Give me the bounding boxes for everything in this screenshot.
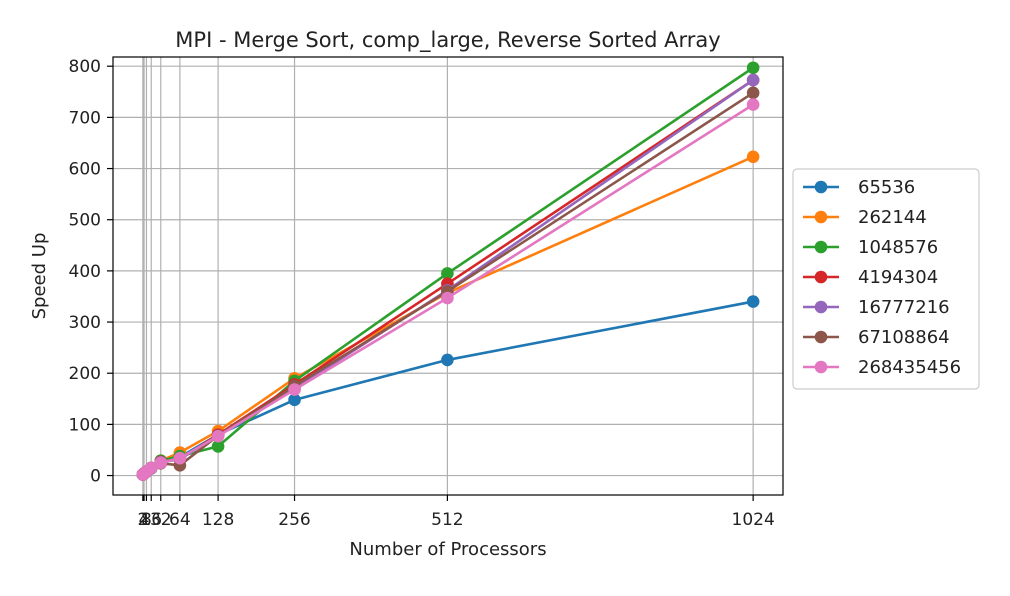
legend-label: 16777216 bbox=[858, 297, 950, 318]
x-tick-label: 4 bbox=[139, 510, 150, 530]
y-tick-label: 600 bbox=[69, 160, 101, 180]
y-tick-label: 700 bbox=[69, 108, 101, 128]
data-point bbox=[746, 73, 760, 87]
y-tick-label: 300 bbox=[69, 313, 101, 333]
data-point bbox=[441, 353, 454, 367]
legend-item: 268435456 bbox=[803, 357, 961, 378]
data-point bbox=[144, 461, 158, 475]
data-point bbox=[746, 61, 760, 75]
x-tick-label: 8 bbox=[141, 510, 152, 530]
legend-label: 65536 bbox=[858, 177, 915, 198]
x-tick-label: 128 bbox=[202, 510, 234, 530]
y-tick-label: 800 bbox=[69, 57, 101, 77]
legend-marker bbox=[814, 270, 828, 284]
y-axis-title: Speed Up bbox=[29, 233, 50, 320]
series-layer bbox=[136, 61, 760, 481]
legend-marker bbox=[814, 330, 828, 344]
y-tick-label: 100 bbox=[69, 415, 101, 435]
legend-marker bbox=[814, 300, 828, 314]
legend-item: 1048576 bbox=[803, 237, 938, 258]
legend-label: 262144 bbox=[858, 207, 927, 228]
y-tick-label: 500 bbox=[69, 211, 101, 231]
data-point bbox=[211, 429, 225, 443]
legend-box bbox=[792, 168, 980, 390]
data-point bbox=[441, 267, 454, 280]
legend-label: 1048576 bbox=[858, 237, 938, 258]
legend-marker bbox=[814, 240, 828, 254]
y-tick-label: 400 bbox=[69, 262, 101, 282]
data-point bbox=[173, 451, 187, 465]
data-point bbox=[441, 291, 454, 305]
legend-item: 262144 bbox=[803, 207, 927, 228]
legend-item: 16777216 bbox=[803, 297, 950, 318]
legend-label: 4194304 bbox=[858, 267, 938, 288]
legend-item: 67108864 bbox=[803, 327, 950, 348]
series-268435456 bbox=[136, 98, 760, 481]
x-tick-label: 512 bbox=[431, 510, 463, 530]
x-axis-title: Number of Processors bbox=[349, 539, 546, 560]
data-point bbox=[746, 150, 760, 164]
legend-marker bbox=[814, 210, 828, 224]
x-tick-label: 16 bbox=[140, 510, 162, 530]
legend-item: 4194304 bbox=[803, 267, 938, 288]
y-tick-label: 200 bbox=[69, 364, 101, 384]
data-point bbox=[746, 295, 760, 308]
legend-marker bbox=[814, 180, 828, 194]
x-tick-label: 2 bbox=[137, 510, 148, 530]
data-point bbox=[154, 456, 168, 470]
data-point bbox=[211, 440, 225, 453]
data-point bbox=[288, 383, 301, 396]
x-tick-label: 32 bbox=[150, 510, 172, 530]
x-tick-label: 1024 bbox=[732, 510, 775, 530]
data-point bbox=[746, 86, 760, 100]
grid-layer bbox=[113, 57, 783, 495]
legend: 65536 262144 1048576 4194304 16777216 6710886… bbox=[792, 168, 980, 390]
legend-label: 268435456 bbox=[858, 357, 961, 378]
legend-item: 65536 bbox=[803, 177, 915, 198]
legend-label: 67108864 bbox=[858, 327, 950, 348]
legend-marker bbox=[814, 360, 828, 374]
x-tick-label: 256 bbox=[278, 510, 310, 530]
y-tick-label: 0 bbox=[90, 467, 101, 487]
x-tick-label: 64 bbox=[169, 510, 191, 530]
chart-title: MPI - Merge Sort, comp_large, Reverse So… bbox=[175, 28, 720, 53]
data-point bbox=[288, 393, 301, 407]
data-point bbox=[746, 98, 760, 111]
